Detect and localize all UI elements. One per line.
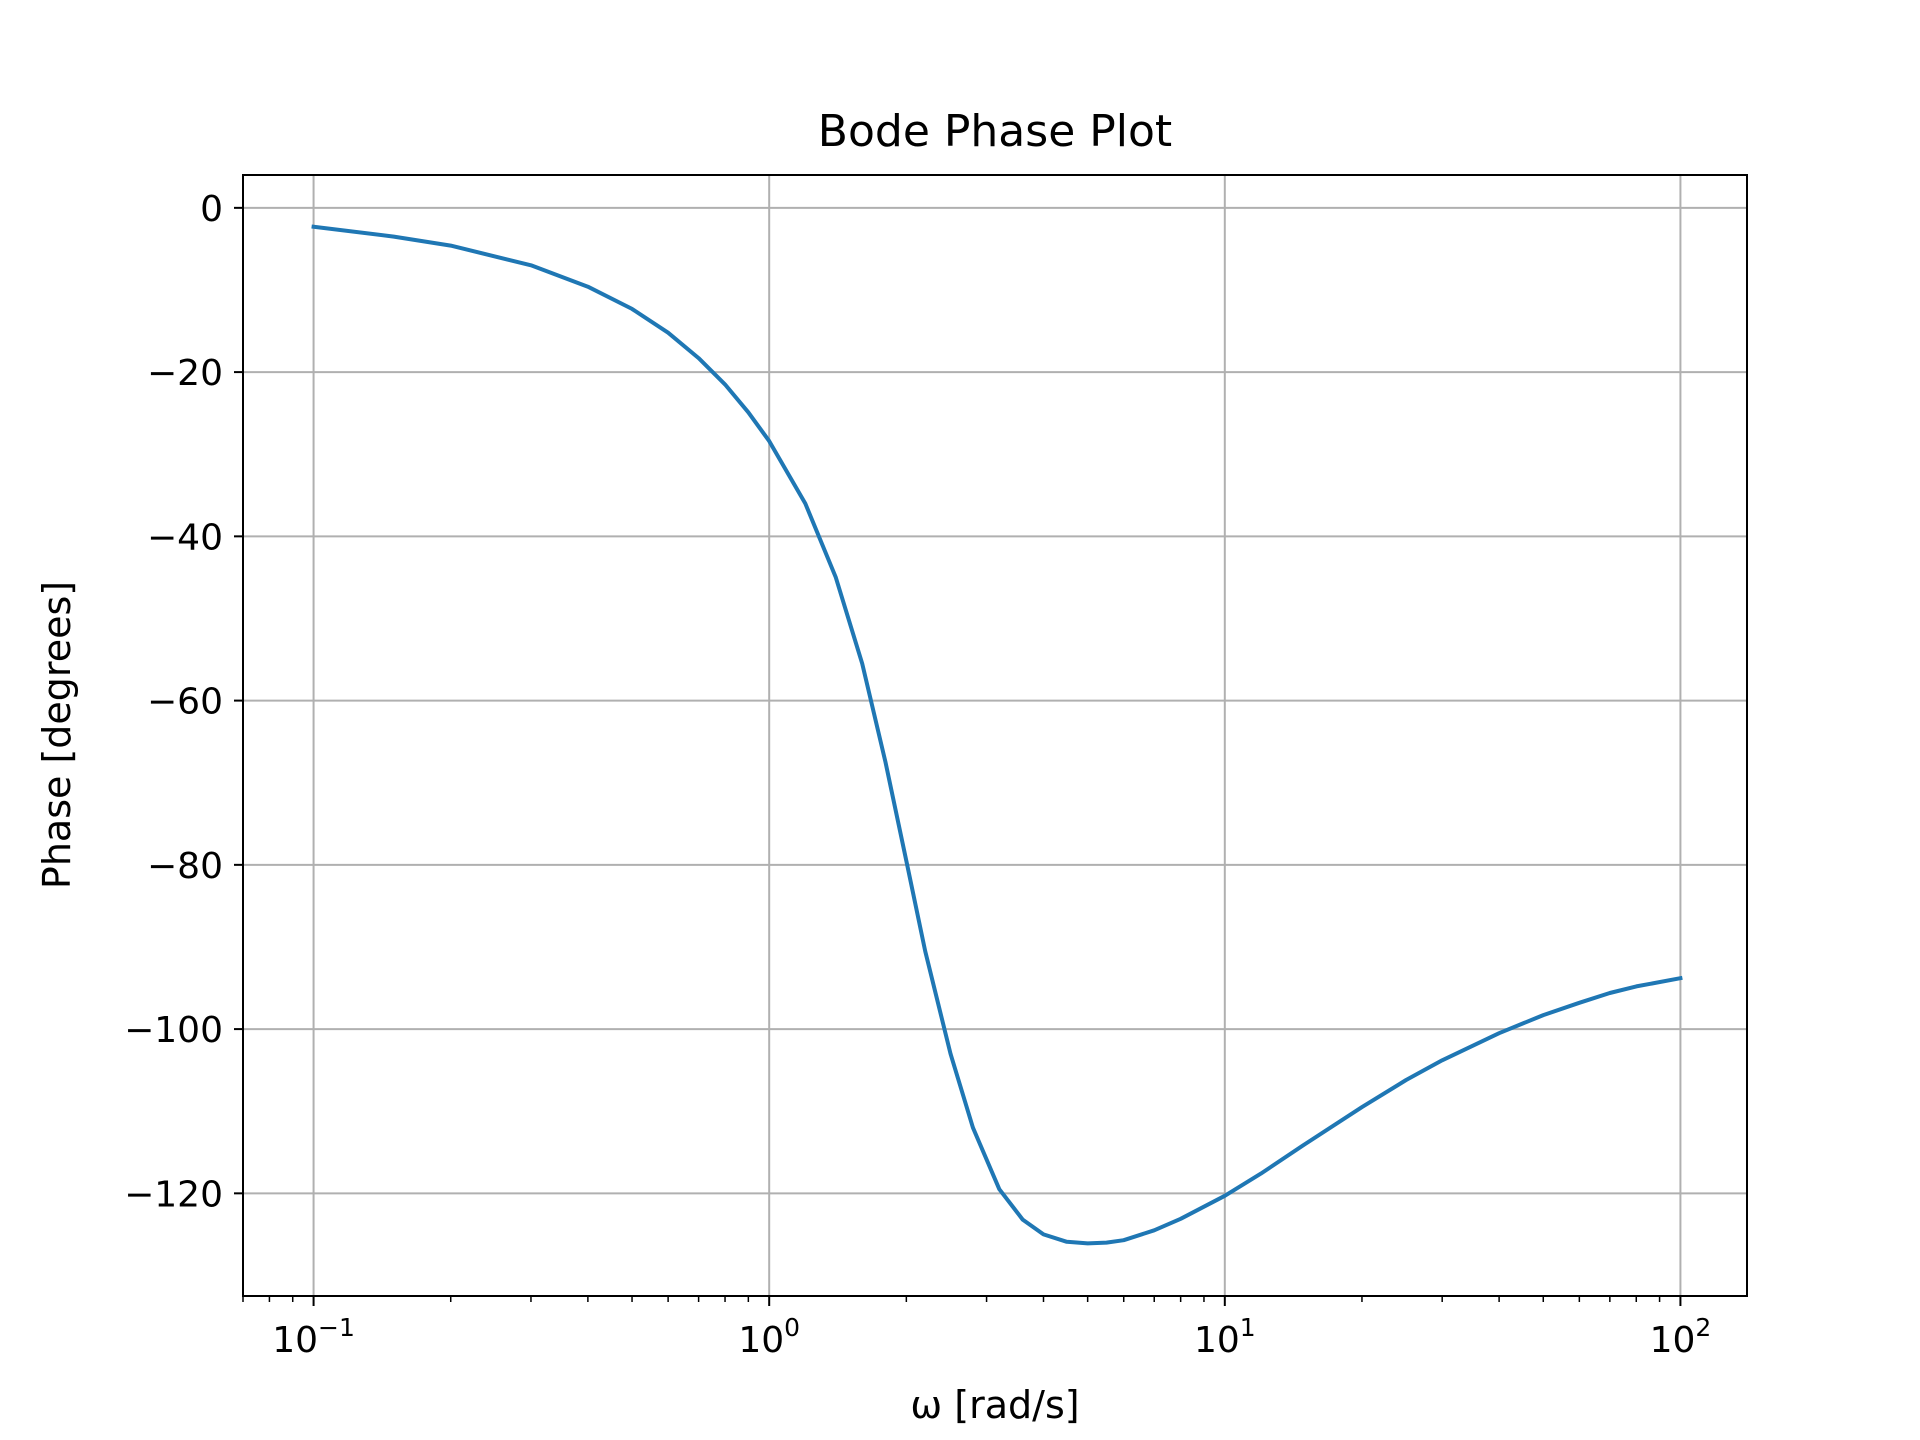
x-tick-label-exponent: 1: [1240, 1313, 1256, 1342]
x-tick-label-base: 10: [738, 1320, 784, 1361]
y-tick-label: −20: [147, 353, 223, 394]
x-axis-label: ω [rad/s]: [910, 1383, 1079, 1427]
x-tick-label-base: 10: [1650, 1320, 1696, 1361]
y-tick-label: −40: [147, 517, 223, 558]
y-tick-label: −60: [147, 682, 223, 723]
axes-frame: [242, 174, 1748, 1297]
x-tick-label-exponent: 2: [1695, 1313, 1711, 1342]
x-tick-label: 102: [1650, 1313, 1712, 1361]
y-tick-label: −120: [124, 1174, 223, 1215]
y-axis-label: Phase [degrees]: [35, 581, 79, 889]
y-tick-label: 0: [200, 189, 223, 230]
x-tick-label: 10−1: [272, 1313, 355, 1361]
series-layer: [311, 224, 1683, 1246]
y-tick-label: −80: [147, 846, 223, 887]
x-tick-label-base: 10: [1194, 1320, 1240, 1361]
x-tick-label: 100: [738, 1313, 800, 1361]
x-tick-label-exponent: −1: [318, 1313, 355, 1342]
grid-layer: [243, 175, 1747, 1296]
y-tick-label: −100: [124, 1010, 223, 1051]
x-tick-label-exponent: 0: [784, 1313, 800, 1342]
chart-title: Bode Phase Plot: [818, 106, 1172, 157]
x-tick-label: 101: [1194, 1313, 1256, 1361]
phase-series-line: [311, 224, 1683, 1246]
x-tick-label-base: 10: [272, 1320, 318, 1361]
